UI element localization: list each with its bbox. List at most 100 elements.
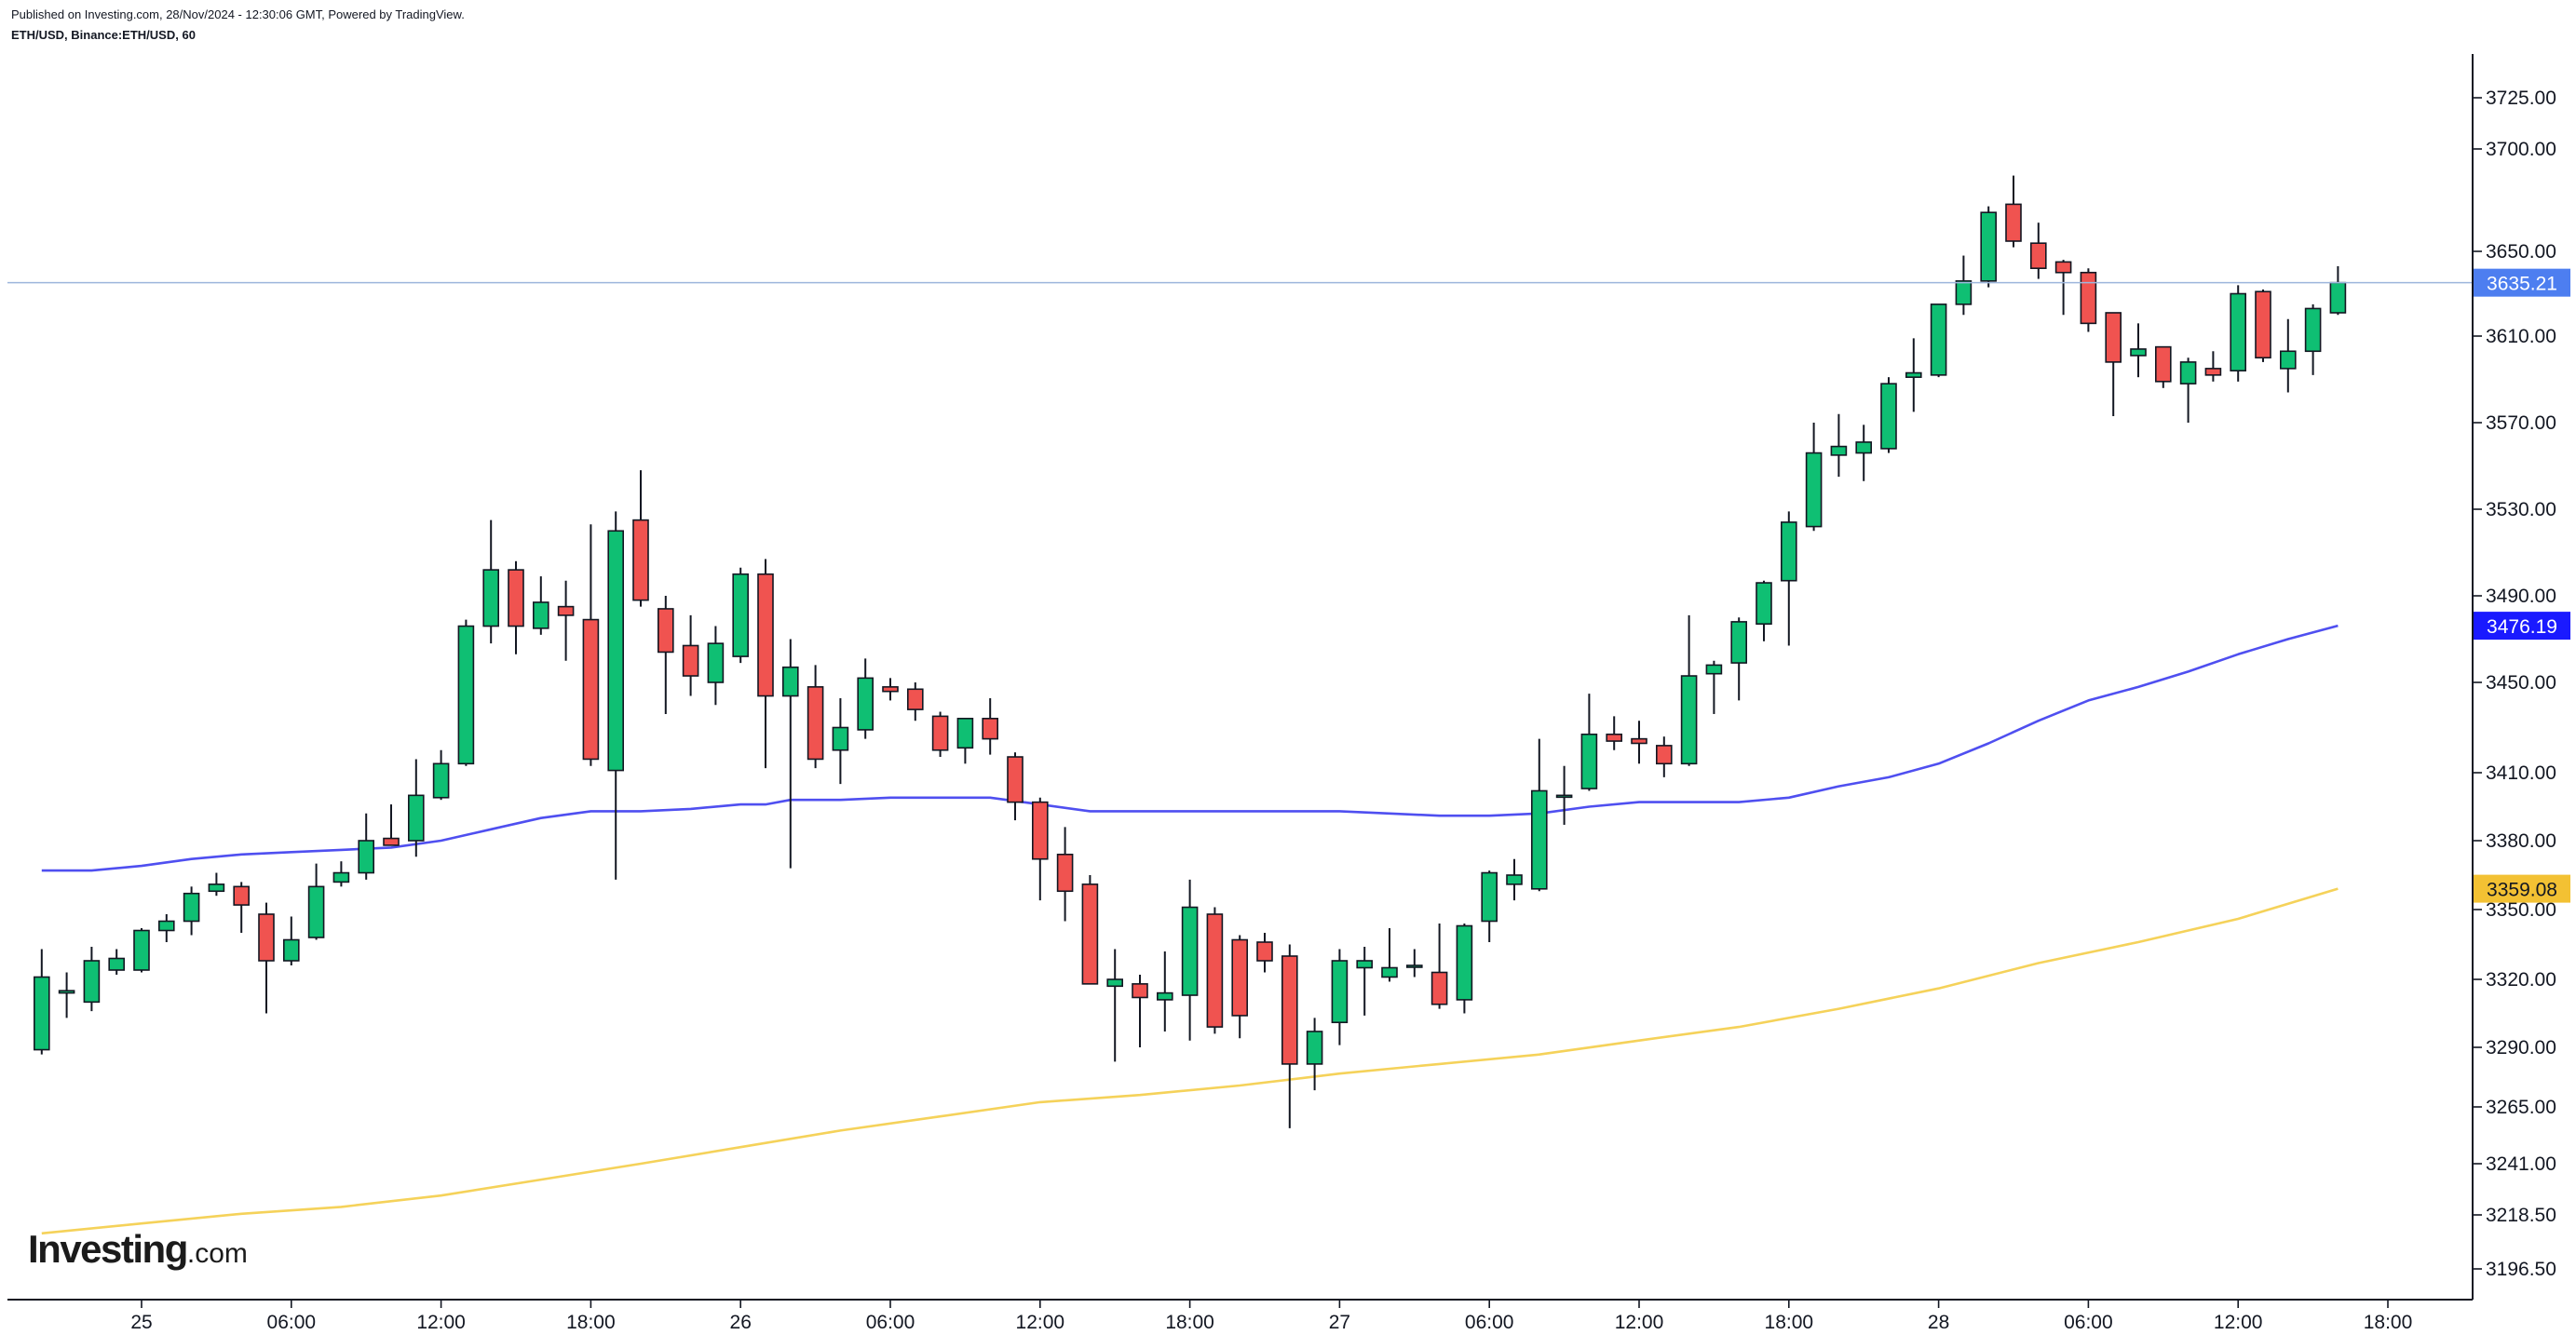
candle-body [1905, 371, 1922, 378]
candle-body [1631, 737, 1647, 745]
price-label-bg [2474, 874, 2570, 903]
candle [1356, 947, 1373, 1016]
candle-body [931, 715, 949, 751]
candle [1930, 303, 1947, 378]
candle [1955, 255, 1973, 316]
candle [2030, 222, 2047, 279]
candle-body [1781, 521, 1797, 582]
candle-body [1032, 801, 1049, 860]
candle [2054, 260, 2072, 316]
candle [1206, 907, 1224, 1034]
candle-body [2155, 345, 2172, 383]
candle-body [2204, 368, 2222, 376]
price-label-bg [2474, 268, 2570, 297]
candle-body [108, 957, 125, 971]
ma-fast-line [41, 624, 2339, 872]
candle [358, 813, 375, 880]
candle-body [1456, 924, 1473, 1001]
candle-body [1081, 883, 1099, 985]
candle-body [707, 642, 725, 683]
candle-body [133, 929, 150, 971]
candle [1631, 721, 1647, 764]
candle-body [233, 885, 250, 906]
candle-body [1157, 991, 1173, 1001]
candle-body [1007, 756, 1024, 803]
candle-body [2054, 261, 2072, 274]
candle [832, 697, 849, 785]
candle-body [956, 717, 974, 749]
moving-averages [41, 624, 2339, 1235]
candle-body [1930, 303, 1947, 376]
candle-body [982, 717, 998, 740]
candle [508, 560, 524, 654]
y-axis-ticks: 3725.00 3700.00 3650.00 3610.00 3570.00 3530.… [2473, 88, 2556, 1280]
y-tick-label: 3530.00 [2486, 499, 2556, 520]
candle [1656, 736, 1673, 777]
candle-body [1106, 978, 1123, 988]
x-tick-label: 12:00 [1615, 1312, 1664, 1333]
candle [857, 658, 874, 739]
candle [2230, 285, 2246, 382]
candle-body [582, 618, 600, 761]
candle [1032, 797, 1049, 901]
y-tick-label: 3218.50 [2486, 1205, 2556, 1226]
candle [781, 639, 799, 869]
x-tick-label: 18:00 [1765, 1312, 1814, 1333]
candle [757, 559, 774, 769]
candle-body [2005, 203, 2022, 242]
candle-body [83, 960, 101, 1004]
candle-body [183, 892, 200, 923]
price-label-text: 3359.08 [2487, 880, 2557, 901]
candle-body [1555, 794, 1573, 799]
candle [1231, 935, 1248, 1039]
y-tick-label: 3320.00 [2486, 969, 2556, 991]
price-label-text: 3635.21 [2487, 274, 2557, 295]
candle-body [1256, 941, 1273, 962]
candle-body [33, 976, 50, 1051]
published-caption: Published on Investing.com, 28/Nov/2024 … [11, 7, 465, 21]
candle [1781, 511, 1797, 646]
candle [1132, 975, 1148, 1047]
candle [1805, 423, 1823, 532]
candle [1506, 858, 1523, 901]
x-tick-label: 27 [1329, 1312, 1350, 1333]
candle [1381, 928, 1398, 982]
price-label-badge: 3359.08 [2474, 874, 2570, 903]
candle-body [307, 885, 325, 938]
y-tick-label: 3196.50 [2486, 1259, 2556, 1280]
y-tick-label: 3725.00 [2486, 88, 2556, 109]
candle [607, 511, 625, 880]
x-tick-label: 12:00 [2214, 1312, 2263, 1333]
y-tick-label: 3350.00 [2486, 899, 2556, 921]
x-tick-label: 12:00 [1016, 1312, 1065, 1333]
candle [2280, 318, 2297, 393]
candle-body [1531, 789, 1548, 890]
candle-body [1381, 966, 1398, 978]
candle [1580, 694, 1598, 791]
candle [2329, 265, 2347, 316]
candle [1256, 933, 1273, 973]
candle [1430, 924, 1448, 1009]
candle-body [906, 688, 924, 710]
x-tick-label: 06:00 [1465, 1312, 1514, 1333]
price-label-badge: 3476.19 [2474, 612, 2570, 641]
candle-body [1506, 874, 1523, 885]
candle [906, 682, 924, 721]
candle-body [1656, 745, 1673, 765]
y-tick-label: 3650.00 [2486, 241, 2556, 263]
candle [383, 804, 400, 846]
candle-body [457, 625, 475, 765]
candle [282, 916, 300, 965]
candle [208, 872, 225, 897]
candle [457, 619, 475, 766]
candle [2105, 312, 2122, 417]
candle [58, 972, 75, 1018]
candle [432, 749, 450, 801]
y-tick-label: 3380.00 [2486, 830, 2556, 852]
candle-body [2304, 307, 2322, 353]
candle [1007, 752, 1024, 821]
candle-body [208, 883, 225, 893]
candle-body [1680, 675, 1698, 765]
